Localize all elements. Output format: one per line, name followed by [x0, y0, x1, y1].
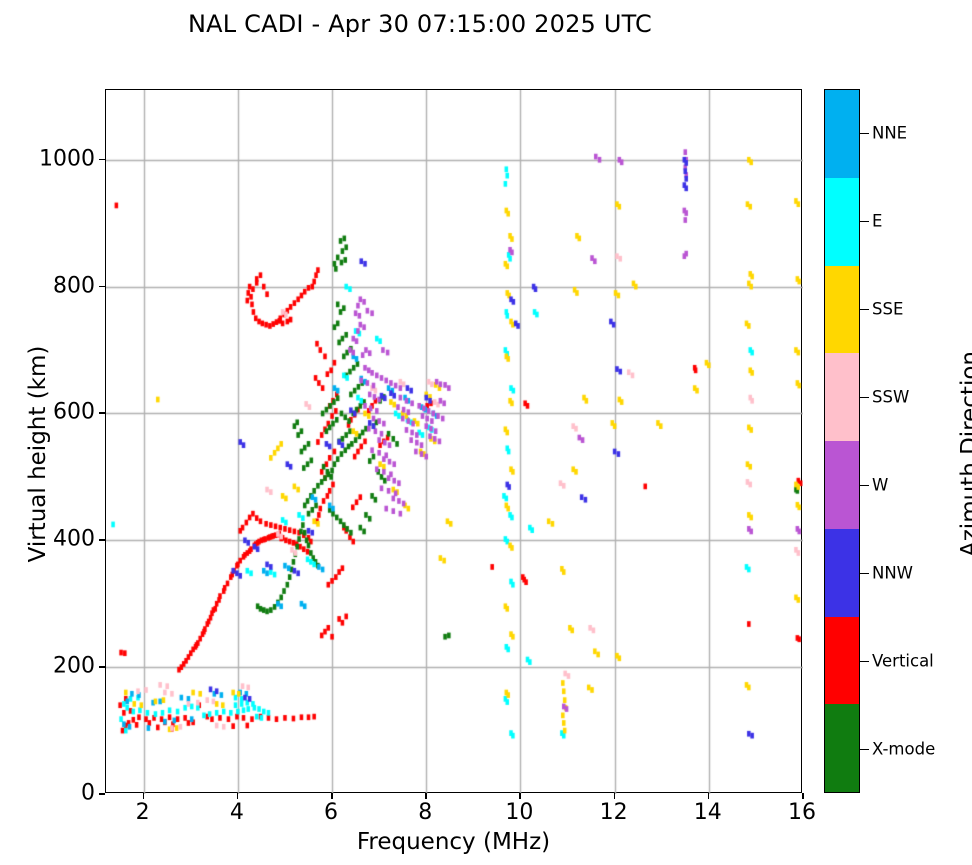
y-tick-label: 800	[53, 273, 95, 299]
x-tick-label: 14	[693, 800, 722, 825]
scatter-data-layer	[106, 90, 803, 794]
colorbar-segment-e	[825, 177, 859, 266]
x-tick-label: 8	[418, 800, 433, 825]
colorbar-tick	[860, 221, 869, 223]
x-tick-mark	[802, 793, 804, 799]
colorbar-segment-sse	[825, 265, 859, 354]
colorbar-tick	[860, 749, 869, 751]
colorbar-label-x-mode: X-mode	[872, 739, 936, 759]
colorbar-segment-vertical	[825, 616, 859, 705]
y-tick-label: 600	[53, 399, 95, 425]
x-tick-mark	[142, 793, 145, 799]
colorbar-tick	[860, 661, 869, 663]
colorbar-label-nne: NNE	[872, 123, 908, 143]
x-tick-mark	[613, 793, 616, 799]
colorbar-tick	[860, 397, 869, 399]
colorbar-tick	[860, 309, 869, 311]
colorbar-segment-nne	[825, 90, 859, 178]
colorbar-title: Azimuth Direction	[957, 351, 972, 557]
x-tick-mark	[707, 793, 710, 799]
colorbar-label-ssw: SSW	[872, 387, 910, 407]
colorbar-tick	[860, 573, 869, 575]
y-axis-title: Virtual height (km)	[25, 345, 51, 563]
colorbar-segment-x-mode	[825, 704, 859, 792]
x-tick-label: 10	[505, 800, 534, 825]
colorbar-segment-nnw	[825, 528, 859, 617]
x-tick-label: 16	[788, 800, 816, 825]
y-tick-label: 400	[53, 526, 95, 552]
colorbar-tick	[860, 133, 869, 135]
y-tick-label: 1000	[39, 146, 95, 172]
colorbar-label-sse: SSE	[872, 299, 904, 319]
plot-area	[105, 89, 803, 794]
colorbar-segment-w	[825, 441, 859, 529]
colorbar-label-nnw: NNW	[872, 563, 914, 583]
y-tick-mark	[99, 158, 105, 161]
x-tick-label: 4	[229, 800, 244, 825]
colorbar-label-vertical: Vertical	[872, 651, 934, 671]
colorbar-label-e: E	[872, 211, 883, 231]
x-tick-mark	[236, 793, 239, 799]
y-tick-mark	[99, 666, 105, 668]
colorbar-tick	[860, 485, 869, 487]
x-tick-mark	[331, 793, 333, 799]
x-tick-label: 6	[324, 800, 339, 825]
y-tick-label: 0	[81, 780, 95, 806]
y-tick-label: 200	[53, 653, 95, 679]
colorbar-segment-ssw	[825, 353, 859, 441]
y-tick-mark	[99, 412, 105, 415]
chart-title: NAL CADI - Apr 30 07:15:00 2025 UTC	[187, 10, 653, 38]
colorbar-label-w: W	[872, 475, 889, 495]
x-tick-mark	[425, 793, 427, 799]
x-tick-label: 2	[135, 800, 150, 825]
x-axis-ticklabels: 2 4 6 8 10 12 14 16	[0, 800, 972, 834]
x-tick-label: 12	[599, 800, 628, 825]
y-tick-mark	[99, 793, 105, 795]
x-axis-title: Frequency (MHz)	[356, 829, 551, 855]
x-tick-mark	[519, 793, 522, 799]
colorbar	[824, 89, 860, 793]
y-tick-mark	[99, 539, 105, 541]
y-tick-mark	[99, 285, 105, 288]
y-axis-ticklabels: 0 200 400 600 800 1000	[0, 0, 95, 865]
